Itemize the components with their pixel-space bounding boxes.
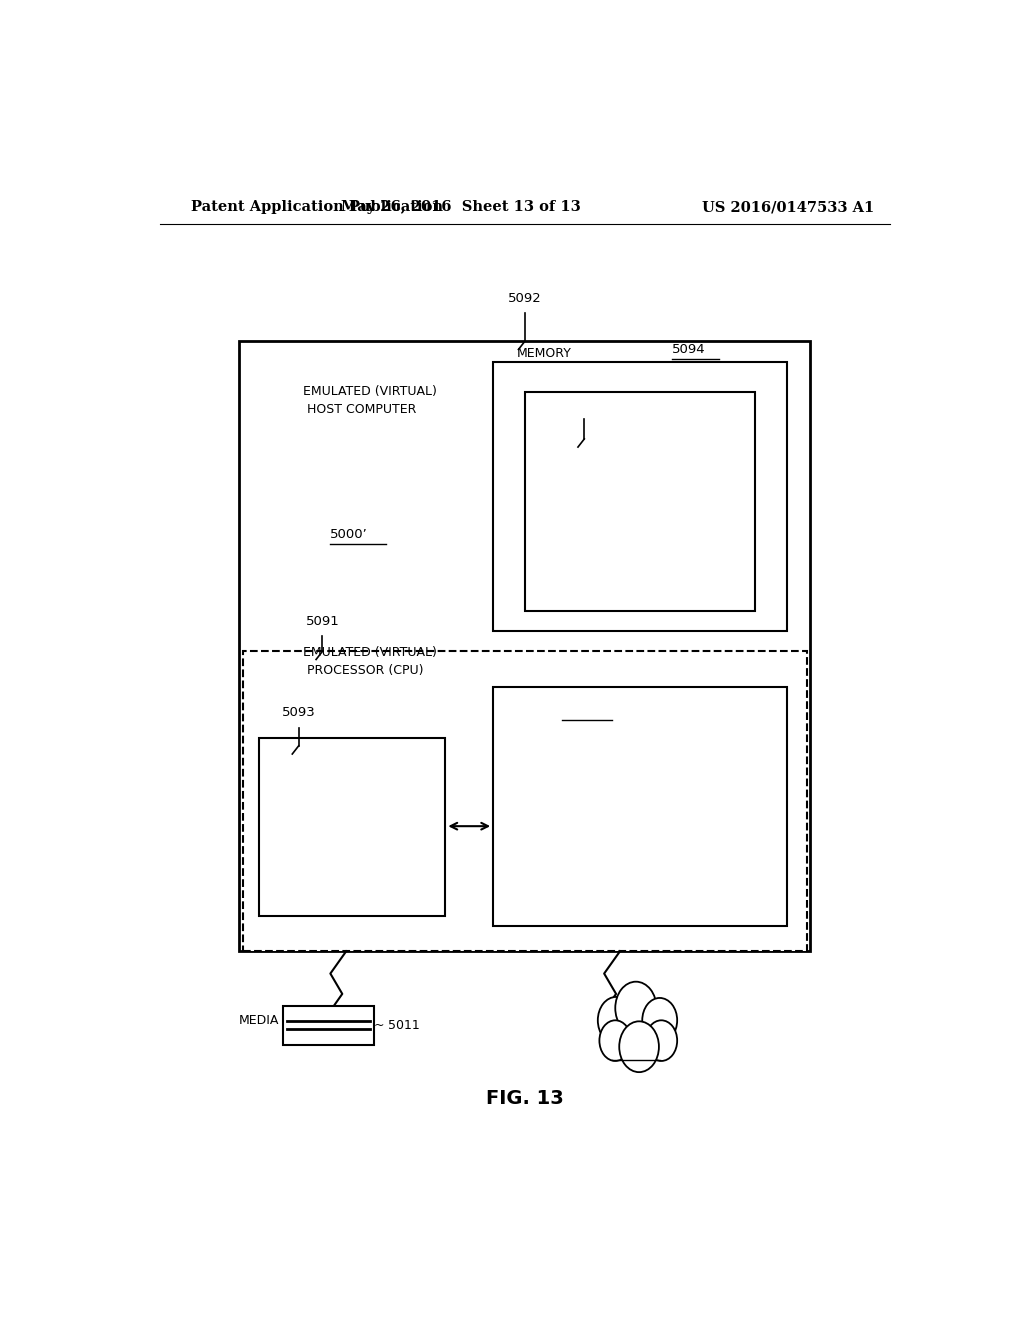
Text: EMULATION
ROUTINES: EMULATION ROUTINES [603, 791, 677, 822]
Text: 5093: 5093 [282, 706, 315, 719]
Bar [494, 362, 786, 631]
Text: PROCESSOR
NATIVE
INSTRUCTION SET
ACHITECTURE 'B': PROCESSOR NATIVE INSTRUCTION SET ACHITEC… [300, 793, 406, 859]
Text: Patent Application Publication: Patent Application Publication [191, 201, 443, 214]
Text: 5092: 5092 [508, 292, 542, 305]
Text: EMULATED (VIRTUAL)
 HOST COMPUTER: EMULATED (VIRTUAL) HOST COMPUTER [303, 385, 436, 416]
Text: NETWORK: NETWORK [606, 1028, 666, 1041]
Text: FIG. 13: FIG. 13 [486, 1089, 563, 1107]
Bar [494, 686, 786, 925]
Bar [240, 342, 811, 952]
Bar [524, 392, 755, 611]
Text: US 2016/0147533 A1: US 2016/0147533 A1 [701, 201, 873, 214]
Text: 5000’: 5000’ [331, 528, 368, 541]
Text: 5094: 5094 [672, 343, 706, 356]
Circle shape [615, 982, 656, 1035]
Circle shape [599, 1020, 631, 1061]
Bar [243, 651, 807, 952]
Bar [259, 738, 445, 916]
Circle shape [620, 1022, 658, 1072]
Text: 5096: 5096 [567, 397, 601, 411]
Text: 5011: 5011 [388, 1019, 420, 1032]
Text: 5091: 5091 [305, 615, 339, 628]
Text: 5010: 5010 [622, 1047, 650, 1060]
Circle shape [645, 1020, 677, 1061]
Text: ~: ~ [374, 1019, 384, 1032]
Text: 5097: 5097 [569, 706, 603, 719]
Circle shape [598, 997, 634, 1044]
Text: MEDIA: MEDIA [239, 1014, 279, 1027]
Text: May 26, 2016  Sheet 13 of 13: May 26, 2016 Sheet 13 of 13 [341, 201, 582, 214]
Circle shape [642, 998, 677, 1043]
Text: COMPUTER
MEMORY
(HOST): COMPUTER MEMORY (HOST) [605, 475, 675, 527]
Text: EMULATED (VIRTUAL)
 PROCESSOR (CPU): EMULATED (VIRTUAL) PROCESSOR (CPU) [303, 645, 436, 677]
Bar [283, 1006, 374, 1044]
Text: MEMORY: MEMORY [517, 347, 571, 360]
